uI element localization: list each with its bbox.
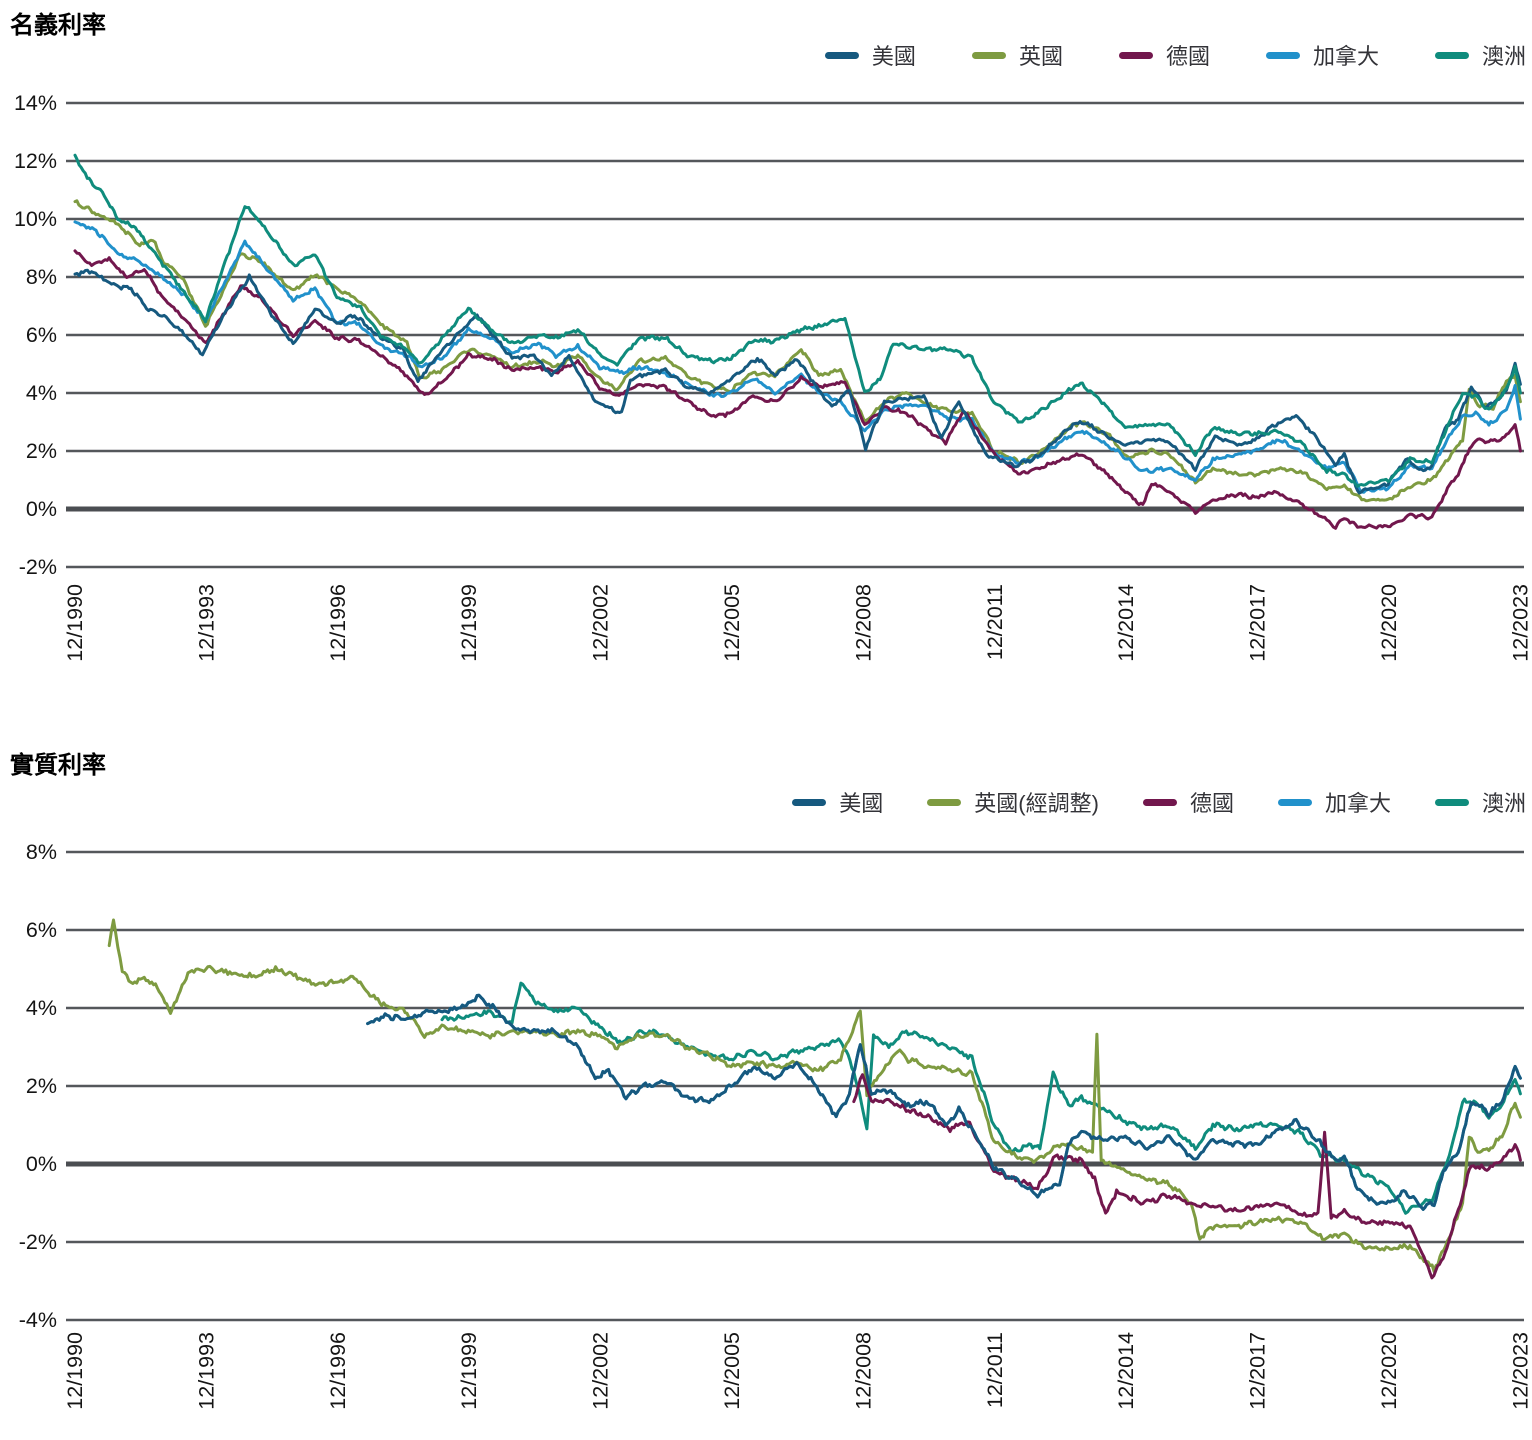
- x-tick-label: 12/2023: [1508, 584, 1532, 662]
- x-tick-label: 12/1996: [326, 1332, 350, 1410]
- x-axis-labels: 12/1990 12/1993 12/1996 12/1999 12/2002 12/20…: [63, 1332, 1532, 1410]
- legend-item-germany: 德國: [1142, 786, 1234, 818]
- x-tick-label: 12/2020: [1377, 584, 1401, 662]
- x-tick-label: 12/1996: [326, 584, 350, 662]
- x-tick-label: 12/2017: [1246, 1332, 1270, 1410]
- x-tick-label: 12/1993: [194, 584, 218, 662]
- legend-label: 英國(經調整): [974, 791, 1099, 816]
- x-tick-label: 12/2002: [589, 584, 613, 662]
- x-tick-label: 12/2008: [851, 1332, 875, 1410]
- legend-item-us: 美國: [792, 786, 883, 818]
- legend-item-australia: 澳洲: [1434, 786, 1526, 818]
- gridlines: 8% 6% 4% 2% 0% -2% -4%: [19, 840, 1524, 1332]
- series-line-australia: [73, 153, 1522, 488]
- x-tick-label: 12/2017: [1246, 584, 1270, 662]
- x-tick-label: 12/1990: [63, 1332, 87, 1410]
- legend-swatch-canada: [1277, 798, 1312, 806]
- series-line-us: [366, 993, 1522, 1211]
- legend-item-germany: 德國: [1118, 39, 1210, 71]
- real-chart-title: 實質利率: [10, 752, 106, 779]
- nominal-chart-title: 名義利率: [10, 12, 106, 39]
- legend-label: 加拿大: [1312, 44, 1379, 69]
- x-tick-label: 12/2011: [983, 1332, 1007, 1408]
- legend-label: 德國: [1189, 791, 1234, 816]
- legend-swatch-australia: [1434, 51, 1469, 59]
- series-line-uk: [73, 199, 1522, 503]
- x-tick-label: 12/2005: [720, 584, 744, 662]
- series-line-germany: [852, 1073, 1522, 1280]
- y-tick-label: 4%: [26, 381, 57, 405]
- series-line-canada: [73, 220, 1522, 494]
- series-line-us: [73, 268, 1522, 495]
- legend-swatch-us: [792, 798, 827, 806]
- legend-item-uk-adjusted: 英國(經調整): [927, 786, 1099, 818]
- y-tick-label: -4%: [19, 1308, 57, 1332]
- gridlines: 14% 12% 10% 8% 6% 4% 2% 0% -2%: [14, 91, 1524, 579]
- y-tick-label: 0%: [26, 1152, 57, 1176]
- x-tick-label: 12/1990: [63, 584, 87, 662]
- legend-label: 德國: [1165, 44, 1210, 69]
- y-tick-label: 6%: [26, 918, 57, 942]
- y-tick-label: 8%: [26, 840, 57, 864]
- y-tick-label: -2%: [19, 1230, 57, 1254]
- legend-swatch-canada: [1265, 51, 1300, 59]
- y-tick-label: 12%: [14, 149, 57, 173]
- y-tick-label: 8%: [26, 265, 57, 289]
- legend-item-uk: 英國: [971, 39, 1063, 71]
- real-chart-legend: 美國 英國(經調整) 德國 加拿大 澳洲: [792, 786, 1526, 818]
- series-line-uk-adjusted: [107, 918, 1522, 1273]
- legend-label: 美國: [871, 44, 916, 69]
- series-line-canada: [366, 993, 1522, 1211]
- y-tick-label: 10%: [14, 207, 57, 231]
- x-tick-label: 12/1999: [457, 584, 481, 662]
- x-tick-label: 12/2023: [1508, 1332, 1532, 1410]
- y-tick-label: 2%: [26, 1074, 57, 1098]
- legend-swatch-uk: [971, 51, 1006, 59]
- x-axis-labels: 12/1990 12/1993 12/1996 12/1999 12/2002 12/20…: [63, 584, 1532, 662]
- x-tick-label: 12/2002: [589, 1332, 613, 1410]
- series-line-germany: [73, 249, 1522, 530]
- legend-label: 澳洲: [1481, 44, 1526, 69]
- x-tick-label: 12/2020: [1377, 1332, 1401, 1410]
- y-tick-label: 4%: [26, 996, 57, 1020]
- x-tick-label: 12/1999: [457, 1332, 481, 1410]
- x-tick-label: 12/2005: [720, 1332, 744, 1410]
- y-tick-label: 0%: [26, 497, 57, 521]
- x-tick-label: 12/2008: [851, 584, 875, 662]
- real-rate-chart-canvas: 8%6%4%2%0%-2%-4%12/1990 12/1993 12/1996 12/…: [19, 840, 1532, 1410]
- legend-label: 英國: [1018, 44, 1063, 69]
- legend-swatch-uk-adjusted: [927, 798, 962, 806]
- legend-swatch-australia: [1434, 798, 1469, 806]
- y-tick-label: 6%: [26, 323, 57, 347]
- x-tick-label: 12/2014: [1114, 584, 1138, 662]
- x-tick-label: 12/2011: [983, 584, 1007, 660]
- legend-item-canada: 加拿大: [1277, 786, 1391, 818]
- legend-item-australia: 澳洲: [1434, 39, 1526, 71]
- y-tick-label: 14%: [14, 91, 57, 115]
- legend-item-canada: 加拿大: [1265, 39, 1379, 71]
- legend-label: 加拿大: [1324, 791, 1391, 816]
- x-tick-label: 12/2014: [1114, 1332, 1138, 1410]
- legend-swatch-germany: [1142, 798, 1177, 806]
- legend-swatch-us: [824, 51, 859, 59]
- series-line-australia: [440, 981, 1522, 1215]
- legend-swatch-germany: [1118, 51, 1153, 59]
- y-tick-label: -2%: [19, 555, 57, 579]
- legend-label: 美國: [839, 791, 884, 816]
- x-tick-label: 12/1993: [194, 1332, 218, 1410]
- legend-item-us: 美國: [824, 39, 916, 71]
- legend-label: 澳洲: [1481, 791, 1526, 816]
- y-tick-label: 2%: [26, 439, 57, 463]
- nominal-rate-chart-canvas: 14%12%10%8%6%4%2%0%-2%12/1990 12/1993 12/1…: [14, 91, 1532, 662]
- nominal-chart-legend: 美國 英國 德國 加拿大 澳洲: [824, 39, 1526, 71]
